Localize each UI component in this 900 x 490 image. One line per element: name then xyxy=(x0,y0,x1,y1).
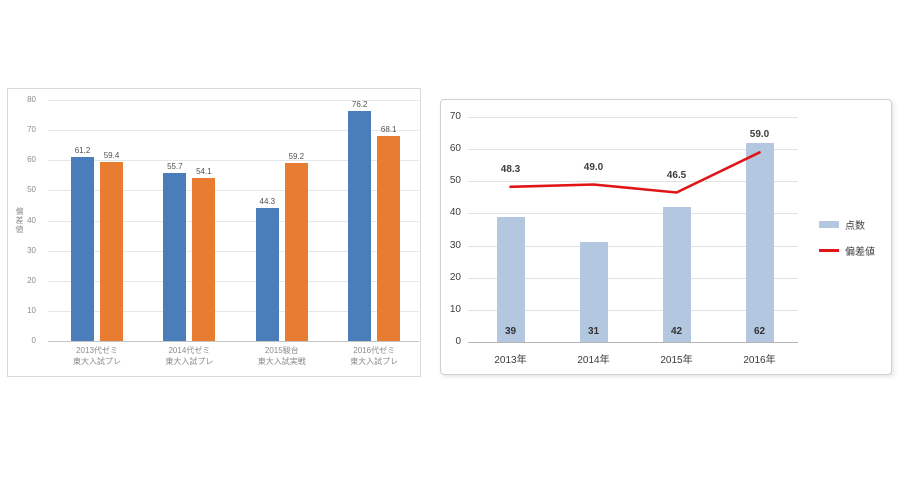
gridline xyxy=(48,310,419,312)
score-bar xyxy=(579,242,608,342)
y-axis-tick-label: 60 xyxy=(449,143,461,155)
score-bar xyxy=(745,142,774,342)
bar-value-label: 42 xyxy=(670,326,683,337)
bar-value-label: 54.1 xyxy=(196,167,212,176)
left-chart-y-axis-title: 偏差値 xyxy=(15,207,24,234)
gridline xyxy=(468,309,798,311)
bar-series-blue xyxy=(71,156,94,341)
score-bar xyxy=(662,207,691,342)
y-axis-tick-label: 40 xyxy=(449,207,461,219)
legend-item-deviation: 偏差値 xyxy=(819,243,875,258)
x-axis-category-label: 2013代ゼミ 東大入試プレ xyxy=(73,346,121,366)
gridline xyxy=(48,130,419,132)
y-axis-tick-label: 30 xyxy=(27,245,36,255)
bar-series-blue xyxy=(348,111,372,341)
y-axis-tick-label: 70 xyxy=(449,111,461,122)
y-axis-tick-label: 70 xyxy=(27,125,36,135)
x-axis-category-label: 2014代ゼミ 東大入試プレ xyxy=(165,346,214,366)
gridline xyxy=(468,342,798,343)
bar-value-label: 59.2 xyxy=(288,151,305,161)
gridline xyxy=(48,100,419,101)
y-axis-tick-label: 50 xyxy=(449,175,461,187)
bar-value-label: 59.4 xyxy=(103,151,120,161)
gridline xyxy=(48,280,419,282)
left-chart-plot: 0 10 20 30 40 50 60 70 80 61.2 55.7 44.3 76.2 59.4 54.… xyxy=(8,89,420,376)
line-value-label: 59.0 xyxy=(749,129,770,141)
y-axis-tick-label: 60 xyxy=(27,155,36,165)
gridline xyxy=(48,220,419,222)
y-axis-tick-label: 30 xyxy=(449,239,461,251)
right-chart-legend: 点数 偏差値 xyxy=(819,217,875,269)
bar-value-label: 68.1 xyxy=(380,124,397,134)
gridline xyxy=(468,245,798,247)
gridline xyxy=(468,277,798,279)
y-axis-tick-label: 0 xyxy=(455,336,461,347)
bar-value-label: 76.2 xyxy=(351,100,368,110)
bar-series-orange xyxy=(377,135,401,341)
y-axis-tick-label: 10 xyxy=(27,305,36,315)
gridline xyxy=(48,190,419,192)
bar-value-label: 39 xyxy=(504,326,517,337)
x-axis-category-label: 2015年 xyxy=(660,355,693,366)
gridline xyxy=(468,149,798,151)
x-axis-category-label: 2016年 xyxy=(743,355,776,366)
y-axis-tick-label: 0 xyxy=(31,336,36,345)
bar-value-label: 31 xyxy=(587,326,600,337)
y-axis-tick-label: 20 xyxy=(27,275,36,285)
x-axis-category-label: 2015駿台 東大入試実戦 xyxy=(257,346,306,366)
gridline xyxy=(48,250,419,252)
gridline xyxy=(48,341,419,342)
bar-value-label: 61.2 xyxy=(74,145,91,155)
x-axis-category-label: 2016代ゼミ 東大入試プレ xyxy=(350,346,399,366)
bar-series-orange xyxy=(192,178,216,341)
y-axis-tick-label: 20 xyxy=(449,271,461,283)
bar-series-swatch-icon xyxy=(819,221,839,228)
y-axis-tick-label: 50 xyxy=(27,185,36,195)
y-axis-tick-label: 40 xyxy=(27,215,36,225)
gridline xyxy=(468,117,798,118)
x-axis-category-label: 2013年 xyxy=(494,355,527,366)
legend-label-deviation: 偏差値 xyxy=(845,247,875,258)
y-axis-tick-label: 10 xyxy=(449,303,461,315)
line-value-label: 48.3 xyxy=(500,163,521,175)
x-axis-category-label: 2014年 xyxy=(577,355,610,366)
right-chart: 0 10 20 30 40 50 60 70 39 31 42 62 48.3 49.0 46.5 59.0 2… xyxy=(440,99,892,375)
bar-series-blue xyxy=(163,173,187,341)
bar-series-orange xyxy=(100,162,123,341)
gridline xyxy=(48,160,419,162)
bar-series-blue xyxy=(255,207,279,341)
left-chart: 偏差値 0 10 20 30 40 50 60 70 80 61.2 55.7 44.3 76.2 59.… xyxy=(7,88,421,377)
right-chart-plot: 0 10 20 30 40 50 60 70 39 31 42 62 48.3 49.0 46.5 59.0 2… xyxy=(441,100,891,374)
line-value-label: 49.0 xyxy=(583,161,604,173)
score-bar xyxy=(496,216,525,342)
gridline xyxy=(468,213,798,215)
bar-value-label: 55.7 xyxy=(167,162,183,172)
legend-label-score: 点数 xyxy=(845,221,865,232)
line-series-swatch-icon xyxy=(819,249,839,252)
y-axis-tick-label: 80 xyxy=(27,95,36,104)
bar-value-label: 44.3 xyxy=(259,196,276,206)
bar-value-label: 62 xyxy=(753,326,766,337)
line-value-label: 46.5 xyxy=(666,169,687,181)
bar-series-orange xyxy=(284,162,308,341)
legend-item-score: 点数 xyxy=(819,217,875,232)
